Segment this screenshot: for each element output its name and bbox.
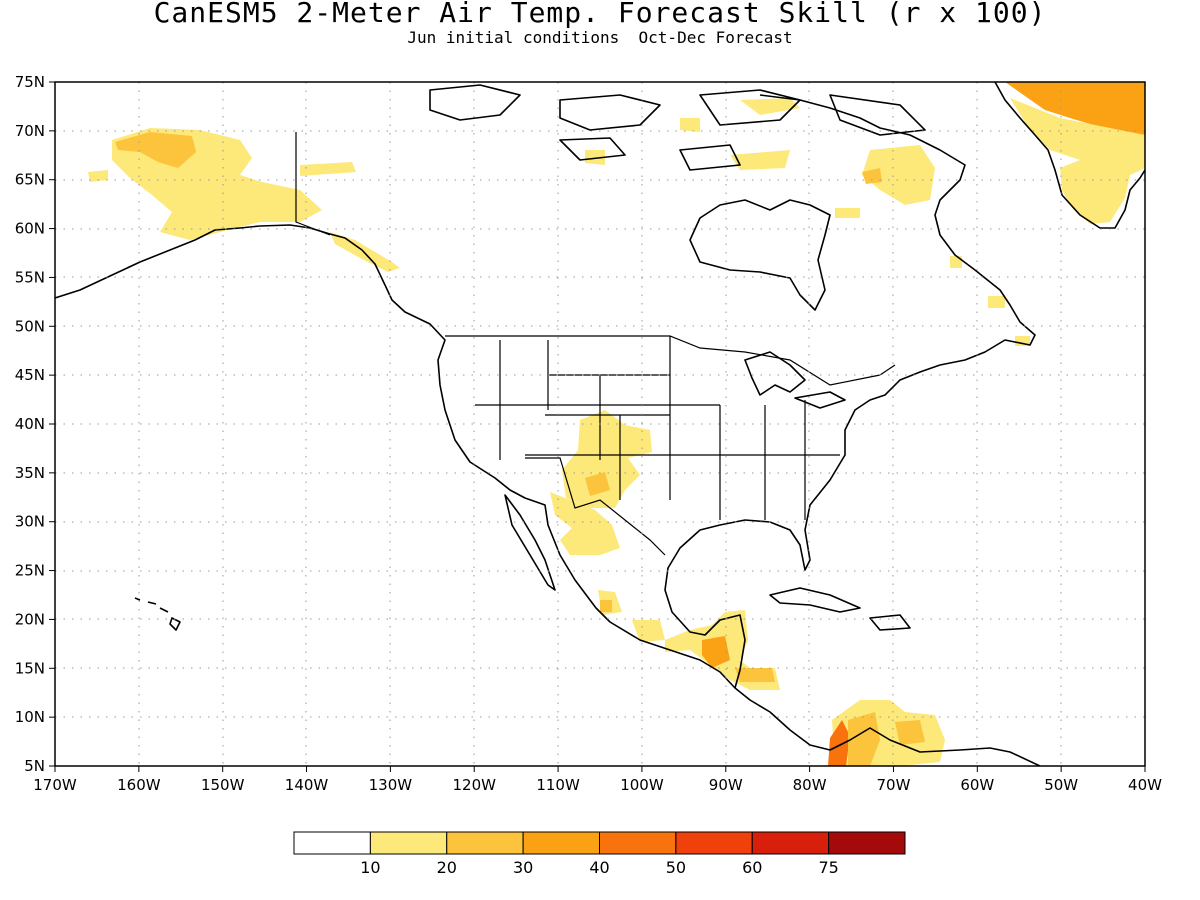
- skill-region-honduras-core: [735, 668, 775, 682]
- coastlines: [55, 82, 1145, 766]
- coastline-arctic-islands: [429, 84, 926, 171]
- lat-tick-label: 75N: [15, 73, 45, 91]
- skill-region-arctic-1: [740, 98, 800, 115]
- skill-region-colorado-newmexico-core: [585, 472, 610, 496]
- skill-region-w-alaska: [88, 170, 108, 182]
- lon-tick-label: 40W: [1128, 776, 1162, 794]
- lon-tick-label: 170W: [33, 776, 77, 794]
- lon-tick-label: 60W: [960, 776, 994, 794]
- lon-tick-label: 120W: [452, 776, 496, 794]
- lat-tick-label: 45N: [15, 366, 45, 384]
- colorbar-swatch: [369, 831, 448, 855]
- colorbar-label: 10: [360, 858, 380, 877]
- political-boundaries: [295, 132, 896, 556]
- colorbar: 10 20 30 40 50 60 75: [293, 831, 906, 877]
- skill-region-bc-coast: [330, 232, 400, 272]
- lat-tick-label: 35N: [15, 464, 45, 482]
- lat-tick-label: 40N: [15, 415, 45, 433]
- skill-region-hudson: [835, 208, 860, 218]
- lon-tick-label: 140W: [285, 776, 329, 794]
- lat-tick-label: 60N: [15, 220, 45, 238]
- skill-region-labrador: [950, 256, 962, 268]
- lon-tick-label: 80W: [793, 776, 827, 794]
- coastline-greenland: [994, 82, 1145, 229]
- skill-region-venezuela-core: [895, 720, 925, 745]
- lat-tick-label: 30N: [15, 513, 45, 531]
- coastline-gulf-east: [664, 94, 1036, 689]
- lat-tick-label: 20N: [15, 610, 45, 628]
- lon-tick-label: 70W: [877, 776, 911, 794]
- colorbar-swatch: [522, 831, 600, 855]
- skill-region-greenland-north: [1005, 82, 1145, 135]
- coastline-hispaniola: [869, 614, 911, 631]
- coastline-hawaii: [134, 597, 181, 631]
- skill-region-arctic-2: [680, 118, 700, 132]
- lat-tick-label: 65N: [15, 171, 45, 189]
- skill-region-mexico-west-core: [600, 600, 612, 612]
- colorbar-label: 20: [437, 858, 457, 877]
- skill-region-colorado-newmexico: [562, 410, 652, 508]
- lon-tick-label: 160W: [117, 776, 161, 794]
- colorbar-swatch: [675, 831, 753, 855]
- lon-tick-label: 130W: [369, 776, 413, 794]
- lat-tick-label: 25N: [15, 562, 45, 580]
- skill-region-baffin-core: [862, 168, 882, 184]
- skill-region-colombia-mid: [848, 712, 880, 766]
- colorbar-swatch: [293, 831, 371, 855]
- map-subtitle: Jun initial conditions Oct-Dec Forecast: [407, 28, 793, 47]
- colorbar-swatch: [446, 831, 524, 855]
- lat-tick-label: 15N: [15, 659, 45, 677]
- skill-region-colombia-core: [828, 720, 850, 766]
- skill-region-guatemala-core: [702, 636, 730, 668]
- lon-tick-label: 50W: [1044, 776, 1078, 794]
- skill-shading: [88, 82, 1145, 766]
- skill-region-mexico-south: [632, 620, 665, 642]
- border-alaska-canada: [295, 132, 331, 236]
- lon-tick-label: 150W: [201, 776, 245, 794]
- lat-tick-label: 5N: [24, 757, 45, 775]
- colorbar-label: 60: [742, 858, 762, 877]
- colorbar-swatch: [828, 831, 906, 855]
- coastline-baja: [504, 494, 556, 591]
- coastline-north-america: [55, 224, 1041, 766]
- skill-region-newfoundland: [988, 296, 1005, 308]
- lon-tick-label: 90W: [709, 776, 743, 794]
- skill-region-texas-mexico: [550, 492, 620, 555]
- skill-region-alaska-core: [115, 132, 196, 168]
- border-us-mexico: [525, 457, 666, 556]
- longitude-axis: 170W 160W 150W 140W 130W 120W 110W 100W 90W 80W 70…: [33, 766, 1162, 794]
- skill-region-arctic-4: [730, 150, 790, 170]
- colorbar-swatch: [599, 831, 677, 855]
- lat-tick-label: 10N: [15, 708, 45, 726]
- colorbar-label: 40: [589, 858, 609, 877]
- skill-region-arctic-3: [585, 150, 605, 165]
- lat-tick-label: 70N: [15, 122, 45, 140]
- skill-region-greenland-south: [1010, 98, 1145, 224]
- lat-tick-label: 55N: [15, 268, 45, 286]
- graticule: [55, 82, 1145, 766]
- colorbar-label: 75: [818, 858, 838, 877]
- colorbar-swatch: [751, 831, 830, 855]
- lon-tick-label: 110W: [536, 776, 580, 794]
- skill-region-baffin: [862, 145, 935, 205]
- coastline-great-lakes: [744, 351, 846, 409]
- lat-tick-label: 50N: [15, 317, 45, 335]
- lon-tick-label: 100W: [620, 776, 664, 794]
- coastline-cuba: [769, 587, 861, 613]
- colorbar-label: 50: [666, 858, 686, 877]
- latitude-axis: 5N 10N 15N 20N 25N 30N 35N 40N 45N 50N 55N 60N 65N 70…: [15, 73, 55, 775]
- colorbar-label: 30: [513, 858, 533, 877]
- skill-region-yukon: [300, 162, 356, 176]
- map-title: CanESM5 2-Meter Air Temp. Forecast Skill…: [153, 0, 1047, 29]
- border-us-canada: [445, 335, 896, 386]
- coastline-hudson-bay: [689, 199, 831, 311]
